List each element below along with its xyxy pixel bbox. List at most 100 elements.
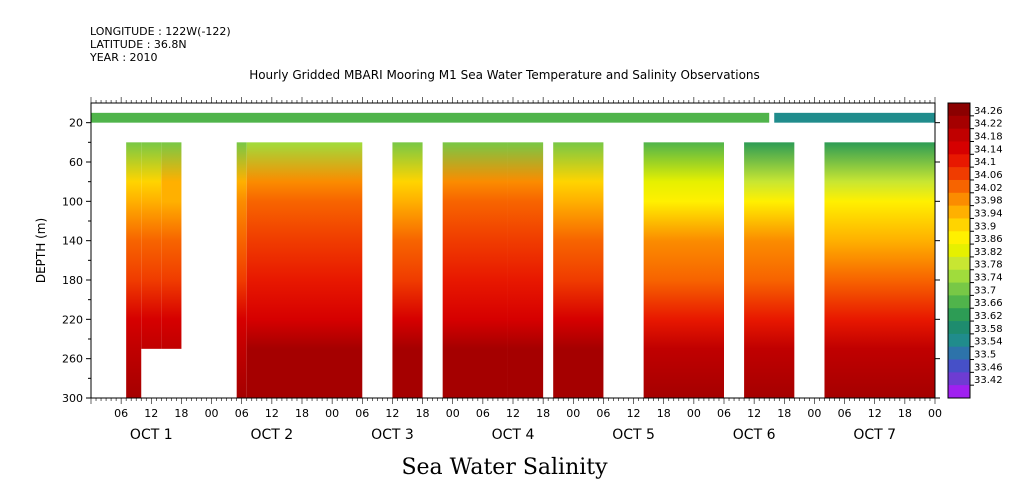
colorbar-swatch — [948, 321, 970, 335]
y-tick-label: 220 — [62, 313, 83, 326]
day-label: OCT 1 — [130, 427, 173, 443]
footer-label: Sea Water Salinity — [401, 455, 608, 480]
y-axis-label: DEPTH (m) — [34, 218, 48, 283]
x-tick-label: 12 — [265, 407, 279, 420]
x-tick-label: 12 — [627, 407, 641, 420]
y-tick-label: 100 — [62, 195, 83, 208]
colorbar-swatch — [948, 231, 970, 245]
colorbar-label: 33.54 — [974, 337, 1003, 348]
y-tick-label: 60 — [69, 156, 83, 169]
colorbar-swatch — [948, 179, 970, 194]
colorbar-swatch — [948, 154, 970, 168]
day-label: OCT 2 — [250, 427, 293, 443]
y-tick-label: 180 — [62, 274, 83, 287]
x-tick-label: 00 — [446, 407, 460, 420]
colorbar-frame — [947, 102, 971, 399]
salinity-segment — [161, 142, 182, 349]
colorbar-label: 33.66 — [974, 298, 1003, 309]
axes: 20 60 100 140 180 220 260 300 DEPTH (m) 06 12 18 00 0… — [34, 97, 942, 443]
colorbar-label: 33.42 — [974, 375, 1003, 386]
colorbar-swatch — [948, 295, 970, 309]
colorbar-label: 34.1 — [974, 157, 996, 168]
day-label: OCT 3 — [371, 427, 414, 443]
x-tick-label: 18 — [898, 407, 912, 420]
x-tick-label: 06 — [838, 407, 852, 420]
colorbar: 34.2634.2234.1834.1434.134.0634.0233.983… — [947, 102, 1003, 399]
colorbar-label: 33.94 — [974, 208, 1003, 219]
colorbar-label: 34.26 — [974, 106, 1003, 117]
colorbar-swatch — [948, 205, 970, 219]
x-tick-label: 06 — [235, 407, 249, 420]
colorbar-swatch — [948, 218, 970, 232]
x-tick-label: 18 — [777, 407, 791, 420]
longitude-label: LONGITUDE : 122W(-122) — [90, 25, 231, 38]
colorbar-label: 34.14 — [974, 144, 1003, 155]
colorbar-swatch — [948, 333, 970, 348]
colorbar-swatch — [948, 141, 970, 155]
colorbar-swatch — [948, 244, 970, 258]
colorbar-label: 33.46 — [974, 362, 1003, 373]
colorbar-label: 33.7 — [974, 285, 996, 296]
day-label: OCT 6 — [733, 427, 776, 443]
colorbar-swatch — [948, 282, 970, 296]
x-tick-label: 00 — [687, 407, 701, 420]
colorbar-swatch — [948, 167, 970, 181]
surface-band — [774, 112, 935, 123]
salinity-segment — [442, 142, 508, 398]
x-tick-label: 18 — [536, 407, 550, 420]
year-label: YEAR : 2010 — [90, 51, 158, 64]
x-tick-label: 12 — [506, 407, 520, 420]
surface-band — [91, 112, 770, 123]
salinity-segment — [507, 142, 544, 398]
colorbar-swatch — [948, 385, 970, 399]
colorbar-swatch — [948, 269, 970, 283]
x-tick-label: 18 — [657, 407, 671, 420]
colorbar-swatch — [948, 359, 970, 373]
colorbar-swatch — [948, 128, 970, 142]
colorbar-swatch — [948, 256, 970, 271]
x-tick-label: 18 — [295, 407, 309, 420]
x-tick-label: 06 — [596, 407, 610, 420]
x-tick-label: 18 — [174, 407, 188, 420]
day-label: OCT 7 — [853, 427, 896, 443]
x-tick-label: 06 — [355, 407, 369, 420]
colorbar-swatch — [948, 308, 970, 322]
x-tick-label: 00 — [928, 407, 942, 420]
x-tick-label: 12 — [385, 407, 399, 420]
day-label: OCT 4 — [492, 427, 535, 443]
salinity-segment — [392, 142, 423, 398]
colorbar-label: 34.18 — [974, 131, 1003, 142]
x-tick-label: 06 — [476, 407, 490, 420]
latitude-label: LATITUDE : 36.8N — [90, 38, 187, 51]
colorbar-label: 33.98 — [974, 196, 1003, 207]
y-tick-label: 20 — [69, 117, 83, 130]
colorbar-label: 33.62 — [974, 311, 1003, 322]
colorbar-swatch — [948, 103, 970, 117]
y-tick-label: 140 — [62, 235, 83, 248]
x-tick-label: 00 — [205, 407, 219, 420]
colorbar-label: 34.02 — [974, 183, 1003, 194]
salinity-segment — [141, 142, 162, 349]
x-tick-label: 12 — [144, 407, 158, 420]
x-tick-label: 12 — [747, 407, 761, 420]
x-tick-label: 06 — [114, 407, 128, 420]
colorbar-label: 33.74 — [974, 273, 1003, 284]
y-tick-label: 260 — [62, 353, 83, 366]
y-tick-label: 300 — [62, 392, 83, 405]
salinity-segment — [744, 142, 795, 398]
salinity-segment — [126, 142, 142, 398]
salinity-segment — [246, 142, 363, 398]
plot-area — [91, 112, 935, 398]
colorbar-label: 34.22 — [974, 119, 1003, 130]
day-label: OCT 5 — [612, 427, 655, 443]
x-tick-label: 06 — [717, 407, 731, 420]
salinity-segment — [236, 142, 247, 398]
x-tick-label: 18 — [416, 407, 430, 420]
salinity-segment — [553, 142, 604, 398]
colorbar-swatch — [948, 346, 970, 360]
colorbar-label: 33.86 — [974, 234, 1003, 245]
x-tick-label: 00 — [807, 407, 821, 420]
colorbar-swatch — [948, 192, 970, 207]
colorbar-label: 33.58 — [974, 324, 1003, 335]
